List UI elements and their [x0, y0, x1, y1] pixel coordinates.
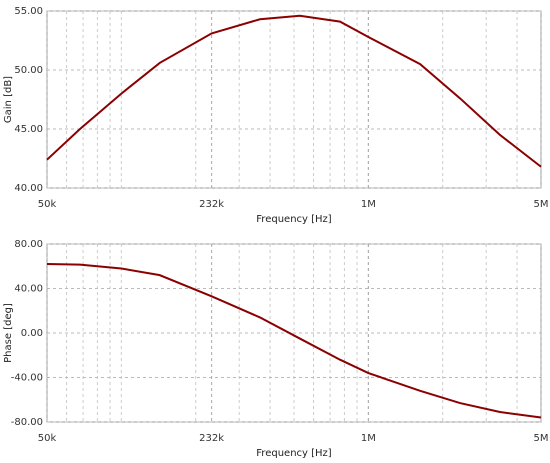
- data-line: [46, 14, 542, 168]
- x-tick-label: 1M: [361, 199, 376, 210]
- x-tick-label: 50k: [38, 433, 57, 444]
- y-tick-label: 40.00: [14, 284, 43, 295]
- y-tick-label: 80.00: [14, 239, 43, 250]
- y-tick-label: 0.00: [21, 328, 43, 339]
- y-tick-label: -80.00: [11, 417, 43, 428]
- data-line: [46, 263, 542, 419]
- y-tick-label: 40.00: [14, 183, 43, 194]
- y-axis-title: Gain [dB]: [3, 76, 14, 123]
- y-tick-label: 55.00: [14, 6, 43, 17]
- x-tick-label: 5M: [534, 199, 549, 210]
- x-tick-label: 1M: [361, 433, 376, 444]
- x-axis-title: Frequency [Hz]: [256, 448, 332, 459]
- y-tick-label: 50.00: [14, 65, 43, 76]
- plot-area: [46, 10, 542, 189]
- y-tick-label: 45.00: [14, 124, 43, 135]
- y-tick-label: -40.00: [11, 373, 43, 384]
- y-axis-title: Phase [deg]: [3, 303, 14, 363]
- x-tick-label: 50k: [38, 199, 57, 210]
- x-tick-label: 232k: [199, 199, 224, 210]
- x-axis-title: Frequency [Hz]: [256, 214, 332, 225]
- x-tick-label: 5M: [534, 433, 549, 444]
- x-tick-label: 232k: [199, 433, 224, 444]
